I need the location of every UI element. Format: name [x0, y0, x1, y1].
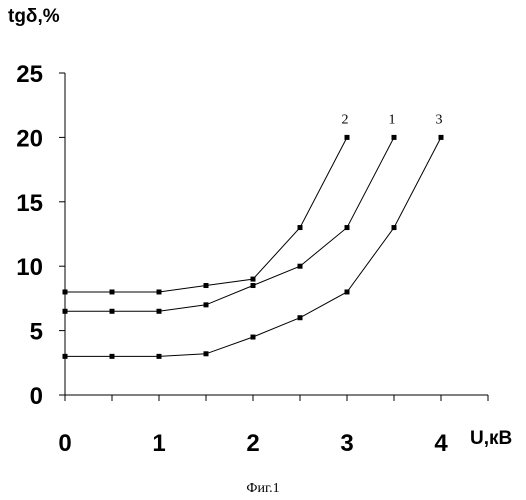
x-tick-label: 1 — [152, 430, 165, 457]
series-1-point — [63, 309, 68, 314]
series-2-point — [63, 289, 68, 294]
y-tick-label: 5 — [30, 319, 43, 346]
series-1-point — [110, 309, 115, 314]
y-tick-label: 25 — [16, 61, 43, 88]
series-1-point — [345, 225, 350, 230]
y-tick-label: 20 — [16, 125, 43, 152]
series-2-line — [65, 137, 347, 292]
series-1-label: 1 — [389, 112, 396, 127]
series-2-label: 2 — [342, 112, 349, 127]
series-3-line — [65, 137, 441, 356]
series-2-point — [157, 289, 162, 294]
y-tick-label: 0 — [30, 383, 43, 410]
figure-caption: Фиг.1 — [246, 481, 279, 496]
x-axis-title: U,кВ — [470, 428, 512, 449]
series-3-point — [439, 135, 444, 140]
x-tick-label: 2 — [246, 430, 259, 457]
series-2-point — [204, 283, 209, 288]
series-1-point — [157, 309, 162, 314]
series-1-line — [65, 137, 394, 311]
series-3-point — [298, 315, 303, 320]
x-tick-label: 4 — [434, 430, 448, 457]
series-1-point — [251, 283, 256, 288]
series-1-point — [392, 135, 397, 140]
y-axis-title: tgδ,% — [8, 6, 60, 27]
series-3-point — [251, 335, 256, 340]
series-2-point — [345, 135, 350, 140]
series-3-point — [345, 289, 350, 294]
series-3-point — [157, 354, 162, 359]
y-tick-label: 10 — [16, 254, 43, 281]
x-tick-label: 0 — [58, 430, 71, 457]
series-1-point — [204, 302, 209, 307]
series-3-point — [392, 225, 397, 230]
series-3-point — [63, 354, 68, 359]
y-tick-label: 15 — [16, 190, 43, 217]
series-3-label: 3 — [436, 112, 443, 127]
x-tick-label: 3 — [340, 430, 353, 457]
series-3-point — [204, 351, 209, 356]
series-2-point — [251, 277, 256, 282]
plot-area: 0 5 10 15 20 25 0 1 2 3 4 2 1 3 — [16, 61, 488, 457]
series-2-point — [298, 225, 303, 230]
series-3-point — [110, 354, 115, 359]
series-2-point — [110, 289, 115, 294]
series-1-point — [298, 264, 303, 269]
